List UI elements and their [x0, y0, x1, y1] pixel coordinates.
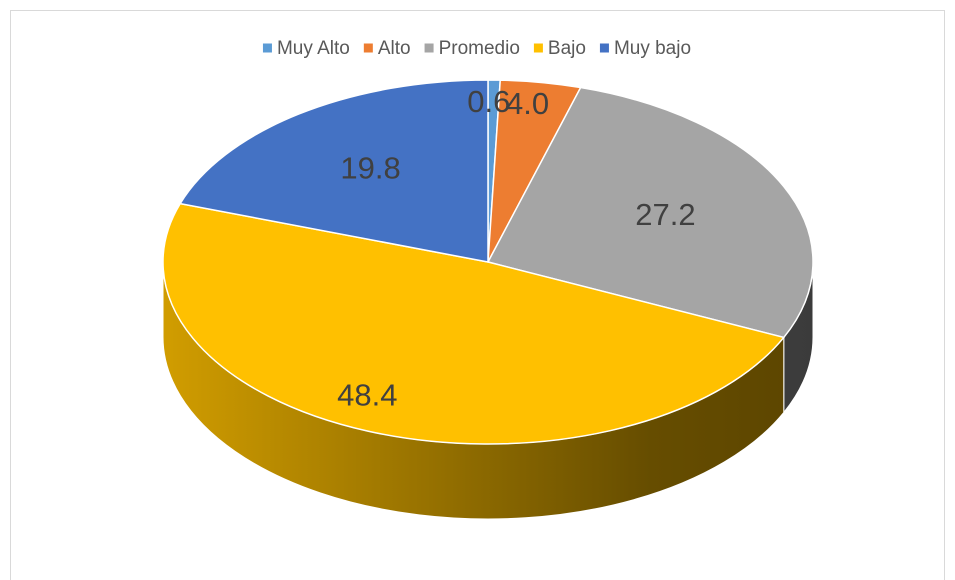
- value-label: 0.6: [467, 84, 510, 119]
- value-label: 48.4: [337, 378, 397, 413]
- legend-swatch: [424, 43, 434, 53]
- legend-swatch: [599, 43, 609, 53]
- value-labels: 0.64.0 27.2 48.4 19.8: [337, 84, 696, 413]
- legend: Muy Alto Alto Promedio Bajo Muy bajo: [262, 38, 691, 59]
- slice: [486, 86, 814, 339]
- value-label: 19.8: [340, 150, 400, 185]
- pie-tops: [162, 79, 814, 445]
- legend-label: Muy Alto: [277, 38, 350, 59]
- value-label: 27.2: [635, 197, 695, 232]
- legend-label: Alto: [378, 38, 411, 59]
- legend-swatch: [533, 43, 543, 53]
- value-label: 4.0: [506, 86, 549, 121]
- slice: [162, 202, 786, 445]
- legend-swatch: [363, 43, 373, 53]
- legend-label: Bajo: [548, 38, 586, 59]
- legend-label: Promedio: [439, 38, 520, 59]
- legend-label: Muy bajo: [614, 38, 691, 59]
- legend-swatch: [262, 43, 272, 53]
- slice: [178, 79, 489, 263]
